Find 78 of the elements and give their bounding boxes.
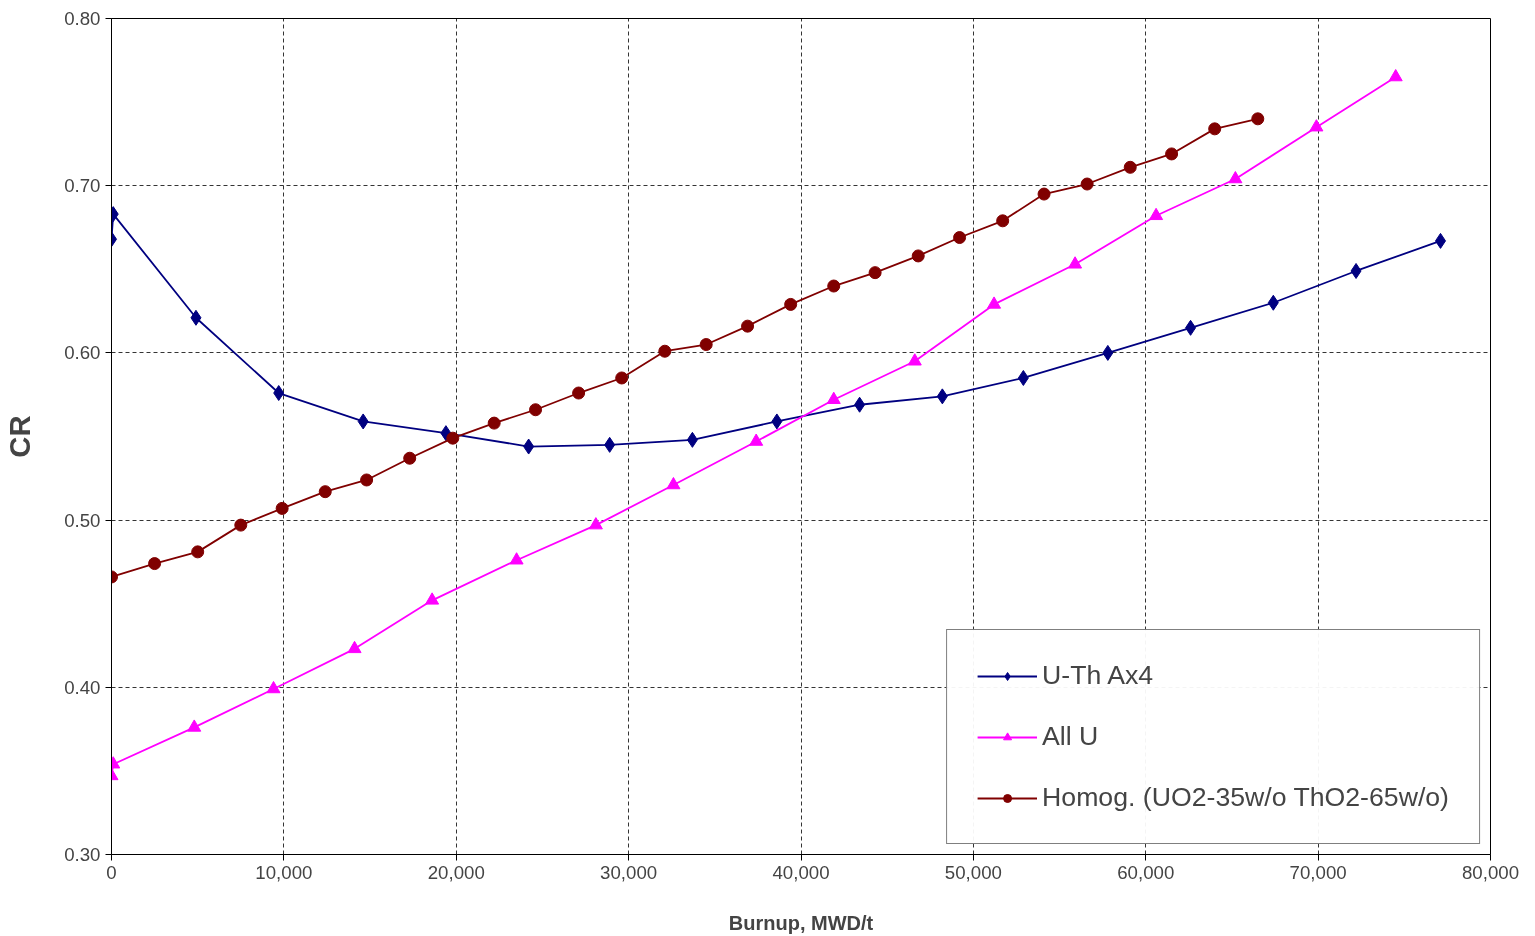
point bbox=[936, 388, 948, 405]
point bbox=[190, 309, 202, 326]
y-tick-label: 0.50 bbox=[64, 509, 101, 531]
x-tick-label: 80,000 bbox=[1461, 861, 1520, 883]
point bbox=[1165, 147, 1179, 161]
point bbox=[1309, 119, 1324, 132]
point bbox=[1267, 294, 1279, 311]
x-tick-label: 40,000 bbox=[772, 861, 830, 883]
legend-label: Homog. (UO2-35w/o ThO2-65w/o) bbox=[1042, 782, 1449, 813]
point bbox=[187, 719, 202, 732]
point bbox=[191, 545, 205, 559]
point bbox=[699, 338, 713, 352]
point bbox=[234, 518, 248, 532]
legend-label: All U bbox=[1042, 721, 1099, 752]
point bbox=[487, 416, 501, 430]
point bbox=[1251, 112, 1265, 126]
point bbox=[1149, 207, 1164, 221]
point bbox=[771, 413, 783, 430]
point bbox=[1017, 369, 1029, 386]
y-tick-label: 0.80 bbox=[64, 8, 101, 29]
point bbox=[826, 391, 841, 404]
point bbox=[273, 385, 285, 402]
point bbox=[868, 266, 882, 280]
y-axis-title: CR bbox=[3, 415, 37, 458]
y-tick-label: 0.30 bbox=[64, 844, 101, 865]
legend-label: U-Th Ax4 bbox=[1042, 660, 1154, 691]
point bbox=[572, 386, 586, 400]
point bbox=[360, 473, 374, 487]
point bbox=[523, 438, 535, 455]
point bbox=[347, 640, 362, 654]
x-axis-title: Burnup, MWD/t bbox=[728, 911, 874, 934]
point bbox=[741, 319, 755, 333]
point bbox=[1208, 122, 1222, 136]
y-tick-label: 0.40 bbox=[64, 676, 101, 698]
point bbox=[953, 231, 967, 245]
point bbox=[275, 501, 289, 515]
point bbox=[604, 436, 616, 453]
point bbox=[588, 517, 603, 530]
x-tick-label: 10,000 bbox=[255, 861, 313, 883]
point bbox=[666, 476, 681, 490]
point bbox=[996, 214, 1010, 228]
point bbox=[827, 279, 841, 293]
point bbox=[529, 403, 543, 417]
point bbox=[987, 296, 1002, 309]
x-tick-label: 20,000 bbox=[427, 861, 485, 883]
point bbox=[1435, 232, 1447, 249]
point bbox=[1068, 256, 1083, 269]
point bbox=[148, 557, 162, 571]
point bbox=[658, 344, 672, 358]
point bbox=[784, 297, 798, 311]
point bbox=[446, 431, 460, 445]
point bbox=[1388, 69, 1403, 82]
x-tick-label: 0 bbox=[106, 861, 117, 883]
point bbox=[1228, 171, 1243, 184]
point bbox=[318, 485, 332, 499]
point bbox=[1080, 177, 1094, 191]
point bbox=[425, 592, 440, 605]
point bbox=[1123, 160, 1137, 174]
point bbox=[911, 249, 925, 263]
point bbox=[854, 396, 866, 413]
point bbox=[1102, 344, 1114, 361]
point bbox=[266, 680, 281, 694]
point bbox=[509, 552, 524, 565]
point bbox=[686, 431, 698, 448]
point bbox=[403, 451, 417, 465]
x-tick-label: 50,000 bbox=[944, 861, 1002, 883]
point bbox=[749, 433, 764, 446]
y-tick-label: 0.70 bbox=[64, 175, 101, 197]
y-tick-label: 0.60 bbox=[64, 342, 101, 364]
point bbox=[1037, 187, 1051, 201]
x-tick-label: 60,000 bbox=[1117, 861, 1175, 883]
point bbox=[907, 353, 922, 366]
point bbox=[615, 371, 629, 385]
point bbox=[357, 413, 369, 430]
point bbox=[1185, 319, 1197, 336]
x-tick-label: 30,000 bbox=[600, 861, 658, 883]
point bbox=[1350, 262, 1362, 279]
x-tick-label: 70,000 bbox=[1289, 861, 1347, 883]
